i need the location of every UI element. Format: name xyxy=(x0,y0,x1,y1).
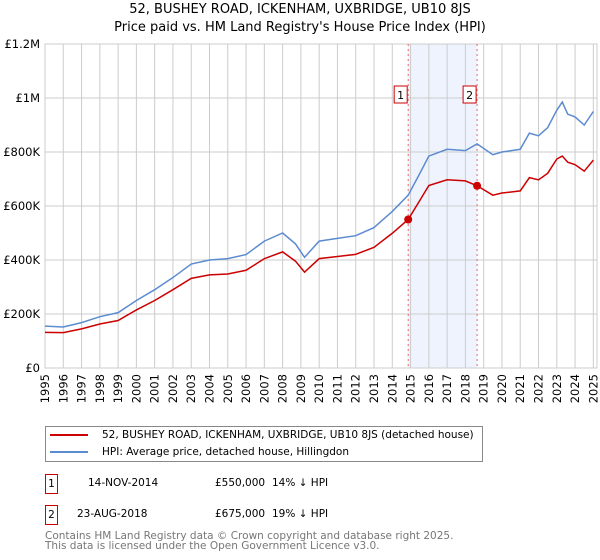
sale-label: 2 xyxy=(466,89,473,102)
transaction-hpi: 19% ↓ HPI xyxy=(272,508,329,520)
chart-subtitle: Price paid vs. HM Land Registry's House … xyxy=(114,20,486,35)
footer-copyright: Contains HM Land Registry data © Crown c… xyxy=(45,530,454,542)
x-tick-label: 1997 xyxy=(75,374,89,403)
sale-label-box xyxy=(462,85,477,104)
x-tick-label: 2015 xyxy=(404,374,418,403)
x-tick-label: 2022 xyxy=(532,374,546,403)
y-tick-label: £400K xyxy=(3,253,40,267)
transaction-date: 23-AUG-2018 xyxy=(77,508,148,520)
x-tick-label: 1998 xyxy=(93,374,107,403)
x-tick-label: 2012 xyxy=(349,374,363,403)
y-tick-label: £800K xyxy=(3,145,40,159)
x-tick-label: 2004 xyxy=(203,374,217,403)
x-tick-label: 2001 xyxy=(148,374,162,403)
chart-title: 52, BUSHEY ROAD, ICKENHAM, UXBRIDGE, UB1… xyxy=(129,2,471,17)
transaction-date: 14-NOV-2014 xyxy=(88,477,159,489)
x-tick-label: 2024 xyxy=(568,374,582,403)
y-tick-label: £0 xyxy=(25,361,40,375)
transaction-price: £550,000 xyxy=(215,477,266,489)
x-tick-label: 2020 xyxy=(495,374,509,403)
x-tick-label: 2011 xyxy=(330,374,344,403)
y-tick-label: £600K xyxy=(3,199,40,213)
footer-licence: This data is licensed under the Open Gov… xyxy=(45,540,380,552)
x-tick-label: 2002 xyxy=(166,374,180,403)
legend: 52, BUSHEY ROAD, ICKENHAM, UXBRIDGE, UB1… xyxy=(45,426,483,462)
transaction-badge: 2 xyxy=(45,505,58,525)
hpi-line xyxy=(44,100,594,328)
x-tick-label: 2003 xyxy=(184,374,198,403)
x-tick-label: 1996 xyxy=(56,374,70,403)
transaction-badge: 1 xyxy=(45,474,58,494)
x-tick-label: 2017 xyxy=(440,374,454,403)
y-tick-label: £1.2M xyxy=(4,37,40,51)
y-tick-label: £1M xyxy=(15,91,40,105)
transaction-price: £675,000 xyxy=(215,508,266,520)
x-tick-label: 2018 xyxy=(458,374,472,403)
x-tick-label: 2009 xyxy=(294,374,308,403)
price-chart: £0 £200K £400K £600K £800K £1M £1.2M 1995 1996 19… xyxy=(3,37,600,403)
transaction-hpi: 14% ↓ HPI xyxy=(272,477,329,489)
x-tick-label: 1999 xyxy=(111,374,125,403)
plot-frame xyxy=(44,43,598,369)
legend-property: 52, BUSHEY ROAD, ICKENHAM, UXBRIDGE, UB1… xyxy=(102,429,474,441)
y-tick-label: £200K xyxy=(3,307,40,321)
x-tick-label: 2013 xyxy=(367,374,381,403)
sale-point xyxy=(473,181,482,190)
x-tick-label: 2016 xyxy=(422,374,436,403)
legend-blue-line xyxy=(50,451,88,453)
x-tick-label: 2021 xyxy=(513,374,527,403)
legend-red-line xyxy=(50,434,88,436)
x-tick-label: 2007 xyxy=(257,374,271,403)
x-tick-label: 2023 xyxy=(550,374,564,403)
x-tick-label: 2000 xyxy=(129,374,143,403)
sale-point xyxy=(404,215,413,224)
legend-hpi: HPI: Average price, detached house, Hill… xyxy=(102,446,349,458)
sale-label-box xyxy=(393,85,408,104)
footer: Contains HM Land Registry data © Crown c… xyxy=(45,530,454,552)
x-tick-label: 1995 xyxy=(38,374,52,403)
x-tick-label: 2008 xyxy=(276,374,290,403)
x-tick-label: 2005 xyxy=(221,374,235,403)
x-tick-label: 2025 xyxy=(586,374,600,403)
sale-label: 1 xyxy=(397,89,404,102)
x-tick-label: 2006 xyxy=(239,374,253,403)
x-tick-label: 2014 xyxy=(385,374,399,403)
price-paid-line xyxy=(44,155,594,334)
x-tick-label: 2010 xyxy=(312,374,326,403)
x-tick-label: 2019 xyxy=(477,374,491,403)
